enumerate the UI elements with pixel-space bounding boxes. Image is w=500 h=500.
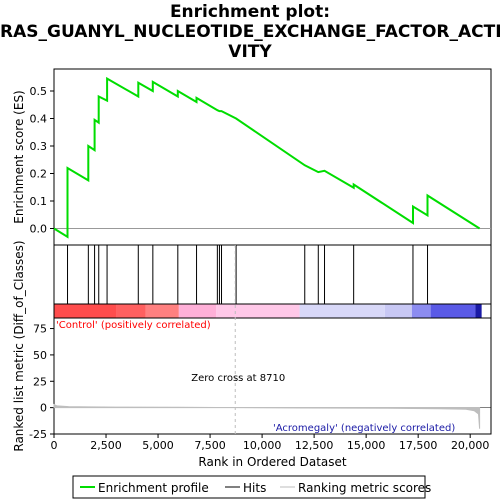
zero-cross-label: Zero cross at 8710	[191, 373, 285, 384]
legend-label-hits: Hits	[243, 481, 266, 495]
es-y-tick-label: 0.4	[30, 113, 48, 126]
es-axis-label: Enrichment score (ES)	[12, 90, 26, 223]
hits-panel	[53, 244, 492, 305]
metric-y-tick-label: -25	[29, 428, 47, 441]
hits-frame	[53, 244, 492, 305]
color-bar-segment	[299, 304, 385, 318]
color-bar-segment	[430, 304, 476, 318]
es-panel: 0.0 0.1 0.2 0.3 0.4 0.5 Enrichment score (ES)	[12, 68, 492, 246]
x-tick-label: 17,500	[399, 439, 438, 452]
x-axis-label: Rank in Ordered Dataset	[198, 455, 346, 469]
x-tick-label: 12,500	[295, 439, 334, 452]
title-line-2: RAS_GUANYL_NUCLEOTIDE_EXCHANGE_FACTOR_AC…	[0, 22, 500, 42]
x-tick-label: 20,000	[451, 439, 490, 452]
color-bar-segment	[178, 304, 217, 318]
es-plot-frame	[53, 68, 492, 246]
legend-label-ranking-metric: Ranking metric scores	[298, 481, 431, 495]
x-tick-label: 15,000	[347, 439, 386, 452]
color-bar-segment	[475, 304, 482, 318]
color-bar-segment	[216, 304, 300, 318]
positive-class-label: 'Control' (positively correlated)	[56, 320, 211, 331]
metric-axis-label: Ranked list metric (Diff_of_Classes)	[12, 240, 26, 451]
metric-y-tick-label: 25	[33, 375, 47, 388]
es-y-tick-label: 0.5	[30, 85, 48, 98]
legend-box	[72, 475, 426, 499]
color-bar-segment	[411, 304, 431, 318]
ranking-color-bar	[53, 303, 492, 319]
es-y-tick-label: 0.0	[30, 223, 48, 236]
legend-label-enrichment-profile: Enrichment profile	[98, 481, 209, 495]
es-y-tick-label: 0.1	[30, 195, 48, 208]
metric-y-tick-label: 75	[33, 323, 47, 336]
title-line-3: VITY	[228, 42, 272, 62]
color-bar-segment	[116, 304, 146, 318]
x-tick-label: 7,500	[194, 439, 226, 452]
legend: Enrichment profile Hits Ranking metric s…	[72, 475, 431, 499]
es-y-tick-label: 0.3	[30, 140, 48, 153]
metric-y-tick-label: 0	[40, 402, 47, 415]
metric-y-tick-label: 50	[33, 349, 47, 362]
color-bar-segment	[54, 304, 117, 318]
metric-panel: -25 0 25 50 75 'Control' (positively correla…	[12, 240, 492, 452]
metric-plot-frame	[53, 317, 492, 435]
chart-title: Enrichment plot: RAS_GUANYL_NUCLEOTIDE_E…	[0, 2, 500, 62]
color-bar-segment	[145, 304, 179, 318]
ranking-metric-area	[53, 403, 481, 429]
x-tick-label: 10,000	[243, 439, 282, 452]
enrichment-profile-line	[53, 76, 481, 239]
x-tick-label: 5,000	[142, 439, 174, 452]
x-tick-label: 0	[51, 439, 58, 452]
negative-class-label: 'Acromegaly' (negatively correlated)	[273, 423, 455, 434]
color-bar-segment	[384, 304, 412, 318]
es-y-tick-label: 0.2	[30, 168, 48, 181]
x-tick-label: 2,500	[90, 439, 122, 452]
title-line-1: Enrichment plot:	[169, 2, 331, 22]
